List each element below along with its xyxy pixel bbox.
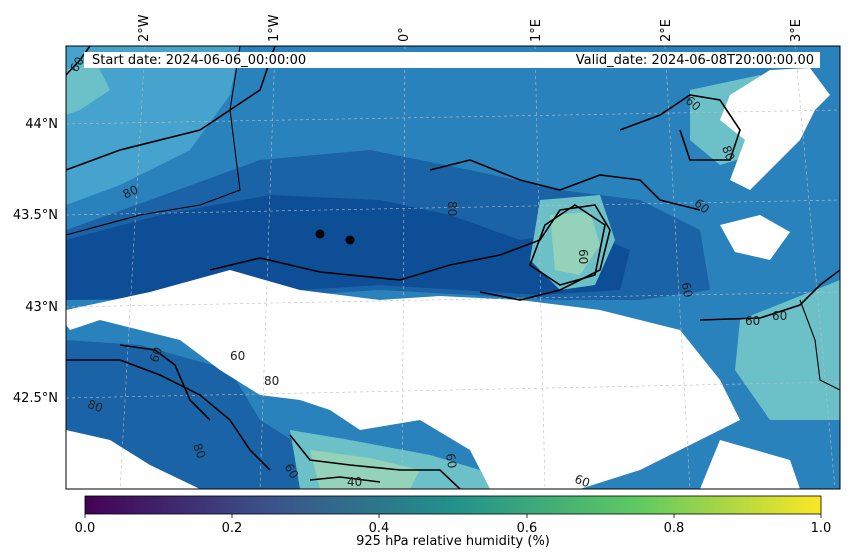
humidity-region-south-mint	[310, 450, 420, 489]
lat-tick-label: 42.5°N	[13, 391, 58, 406]
missing-data-south-west	[66, 430, 200, 489]
colorbar-tick-label: 1.0	[811, 521, 832, 536]
contour-core-north	[429, 159, 701, 211]
missing-data-central	[66, 270, 740, 489]
colorbar-tick-label: 0.6	[517, 521, 538, 536]
colorbar-tick-label: 0.2	[222, 521, 243, 536]
contour-label: 60	[679, 281, 695, 298]
contour-west-60	[66, 46, 91, 76]
header-strip	[84, 52, 820, 68]
contour-east-patch	[529, 204, 606, 286]
humidity-contours	[66, 46, 840, 489]
contour-west-80	[66, 46, 276, 171]
contour-northeast	[619, 94, 741, 161]
humidity-region-northwest-pale	[66, 60, 110, 115]
colorbar-tick-label: 0.8	[664, 521, 685, 536]
contour-label: 60	[745, 314, 760, 328]
colorbar-tick-label: 0.0	[75, 521, 96, 536]
lon-tick-label: 2°W	[137, 14, 152, 42]
latitude-ticks: 44°N 43.5°N 43°N 42.5°N	[13, 117, 58, 406]
lon-tick-label: 1°W	[267, 14, 282, 42]
lat-tick-label: 44°N	[25, 117, 58, 132]
lon-tick-label: 0°	[397, 27, 412, 42]
contour-south-40	[309, 476, 381, 483]
contour-label: 60	[576, 249, 590, 264]
contour-label: 80	[264, 374, 279, 388]
lat-tick-label: 43.5°N	[13, 208, 58, 223]
contour-southwest-2	[119, 344, 211, 421]
colorbar-gradient	[84, 495, 822, 515]
station-marker	[345, 235, 355, 245]
contour-southeast	[699, 269, 840, 321]
contour-label: 60	[573, 472, 592, 490]
humidity-region-core-deep	[66, 195, 630, 300]
colorbar: 0.0 0.2 0.4 0.6 0.8 1.0 925 hPa relative…	[75, 495, 832, 549]
start-date-label: Start date: 2024-06-06_00:00:00	[92, 53, 306, 68]
contour-label: 60	[67, 54, 87, 74]
contour-label: 80	[86, 397, 105, 415]
missing-data-east	[720, 215, 790, 260]
humidity-region-east-mint	[550, 212, 600, 275]
contour-label: 60	[282, 461, 302, 481]
contour-label: 60	[443, 452, 459, 469]
humidity-region-southwest	[66, 340, 400, 489]
humidity-region-west-light	[66, 46, 240, 205]
map-frame	[65, 45, 841, 490]
missing-data-northeast	[720, 68, 830, 190]
contour-labels: 60 80 80 60 80 60 60 60 60 80 60 60 60 8…	[67, 54, 787, 490]
contour-core-south	[209, 204, 611, 301]
contour-west-boundary	[66, 46, 241, 236]
gridlines	[66, 46, 840, 489]
lat-tick-label: 43°N	[25, 300, 58, 315]
contour-label: 80	[719, 144, 737, 163]
colorbar-tick-marks	[84, 514, 822, 518]
humidity-region-southeast-pale	[735, 280, 840, 420]
valid-date-label: Valid_date: 2024-06-08T20:00:00.00	[576, 53, 814, 68]
lon-tick-label: 2°E	[659, 19, 674, 42]
colorbar-tick-label: 0.4	[369, 521, 390, 536]
contour-label: 60	[230, 349, 245, 363]
map-panel: 60 80 80 60 80 60 60 60 60 80 60 60 60 8…	[66, 46, 840, 490]
contour-label: 80	[445, 201, 459, 216]
contour-southeast-2	[799, 299, 840, 391]
longitude-ticks: 2°W 1°W 0° 1°E 2°E 3°E	[137, 14, 804, 42]
contour-label: 40	[347, 475, 362, 489]
missing-data-southeast	[700, 440, 800, 489]
lon-tick-label: 3°E	[789, 19, 804, 42]
contour-label: 80	[190, 441, 208, 460]
contour-southwest-1	[66, 359, 271, 471]
colorbar-label: 925 hPa relative humidity (%)	[356, 534, 550, 549]
contour-south-60	[289, 434, 461, 489]
station-marker	[315, 229, 325, 239]
contour-label: 60	[147, 345, 165, 364]
contour-label: 80	[121, 182, 141, 201]
contour-label: 60	[772, 309, 787, 323]
lon-tick-label: 1°E	[529, 19, 544, 42]
